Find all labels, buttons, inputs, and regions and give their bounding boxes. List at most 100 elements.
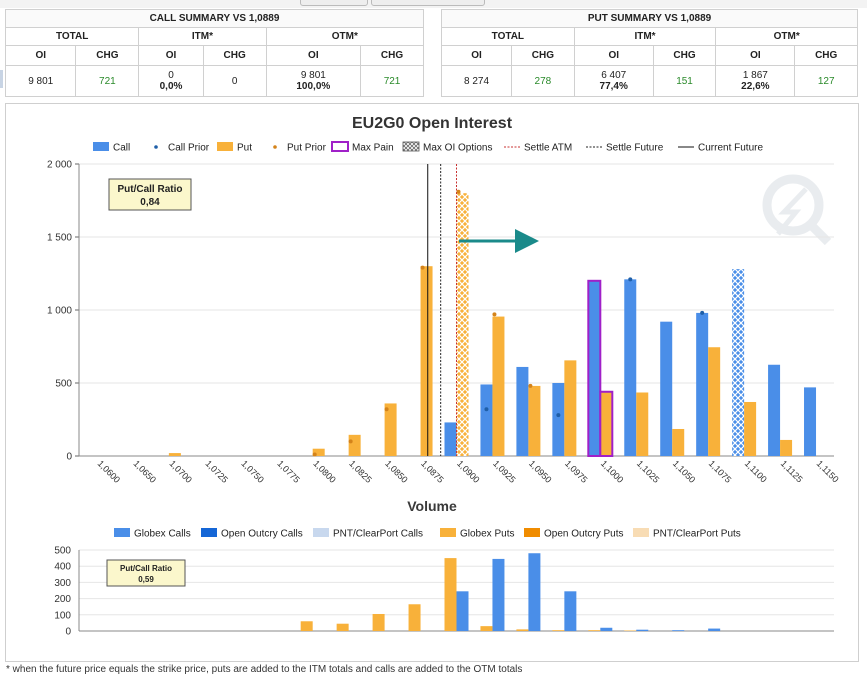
volume-legend-label: Open Outcry Puts: [544, 529, 623, 540]
volume-y-tick-label: 500: [54, 546, 71, 557]
oi-put-bar: [384, 403, 397, 456]
chart-panel: EU2G0 Open Interest Call Call Prior Put Put…: [5, 103, 859, 662]
oi-put-prior-dot: [348, 439, 353, 444]
oi-put-bar: [168, 453, 181, 456]
oi-x-axis: 1,0600 1,0650 1,0700 1,0725 1,0750 1,0775 1,08…: [96, 458, 841, 485]
put-summary-table: PUT SUMMARY VS 1,0889 TOTAL ITM* OTM* OI…: [440, 9, 858, 97]
volume-put-bar: [408, 604, 421, 631]
volume-put-bar: [480, 626, 493, 631]
oi-call-prior-dot: [484, 407, 489, 412]
oi-putcall-value: 0,84: [140, 197, 160, 208]
call-otm-oi: 9 801: [300, 70, 326, 81]
oi-put-bar: [564, 360, 577, 456]
call-header-chg: CHG: [75, 45, 140, 66]
oi-y-tick-label: 0: [66, 452, 72, 463]
put-header-chg: CHG: [652, 45, 717, 66]
oi-x-tick-label: 1,1050: [671, 458, 698, 485]
put-group-otm: OTM*: [715, 27, 858, 46]
volume-chart-title: Volume: [407, 498, 457, 514]
call-total-chg: 721: [75, 65, 140, 97]
put-itm-pct: 77,4%: [599, 81, 628, 92]
call-header-chg: CHG: [202, 45, 267, 66]
oi-call-bar: [768, 364, 781, 456]
oi-x-tick-label: 1,0975: [563, 458, 590, 485]
oi-legend-swatch: [93, 142, 109, 151]
oi-call-prior-dot: [700, 310, 705, 315]
volume-put-bar: [372, 613, 385, 631]
volume-legend-swatch: [114, 528, 130, 537]
put-total-chg: 278: [511, 65, 575, 97]
toolbar-button-2[interactable]: [371, 0, 485, 6]
oi-call-bar: [624, 279, 637, 456]
put-header-chg: CHG: [794, 45, 858, 66]
oi-put-bar: [708, 347, 721, 456]
oi-call-prior-dot: [628, 277, 633, 282]
oi-put-prior-dot: [420, 265, 425, 270]
oi-legend-swatch: [217, 142, 233, 151]
volume-legend: Globex Calls Open Outcry Calls PNT/ClearPo…: [114, 528, 741, 540]
put-header-chg: CHG: [511, 45, 575, 66]
put-header-oi: OI: [573, 45, 654, 66]
volume-call-bar: [672, 630, 685, 631]
volume-legend-label: Open Outcry Calls: [221, 529, 303, 540]
oi-x-tick-label: 1,0925: [491, 458, 518, 485]
oi-legend-swatch: [273, 145, 277, 149]
oi-x-tick-label: 1,0775: [275, 458, 302, 485]
volume-call-bar: [528, 553, 541, 631]
volume-put-bar: [336, 623, 349, 631]
oi-put-bar: [492, 316, 505, 456]
volume-legend-swatch: [201, 528, 217, 537]
put-itm-chg: 151: [652, 65, 717, 97]
call-total-oi: 9 801: [4, 65, 77, 97]
put-summary-title: PUT SUMMARY VS 1,0889: [441, 9, 858, 28]
oi-x-tick-label: 1,0900: [455, 458, 482, 485]
volume-call-bar: [708, 628, 721, 631]
volume-y-tick-label: 100: [54, 610, 71, 621]
charts-svg: EU2G0 Open Interest Call Call Prior Put Put…: [47, 115, 841, 638]
volume-legend-label: Globex Calls: [134, 529, 191, 540]
oi-put-prior-dot: [528, 383, 533, 388]
volume-call-bar: [564, 591, 577, 631]
oi-x-tick-label: 1,0750: [239, 458, 266, 485]
volume-put-bar: [516, 629, 529, 631]
oi-legend-label: Call: [113, 143, 130, 154]
oi-x-tick-label: 1,1025: [635, 458, 662, 485]
put-total-oi: 8 274: [440, 65, 513, 97]
put-header-oi: OI: [715, 45, 796, 66]
call-otm-pct: 100,0%: [296, 81, 331, 92]
oi-put-bar: [672, 428, 685, 456]
volume-legend-label: PNT/ClearPort Calls: [333, 529, 423, 540]
oi-putcall-label: Put/Call Ratio: [117, 184, 182, 195]
volume-y-axis: 0 100 200 300 400 500: [54, 546, 834, 638]
oi-legend-swatch: [331, 141, 349, 152]
oi-x-tick-label: 1,1150: [815, 458, 841, 484]
oi-y-tick-label: 2 000: [47, 160, 72, 171]
oi-call-bar: [480, 384, 493, 456]
oi-x-tick-label: 1,0700: [167, 458, 194, 485]
top-toolbar: [0, 0, 867, 8]
oi-call-bar: [444, 422, 457, 456]
oi-put-bar: [456, 193, 469, 456]
toolbar-button-1[interactable]: [300, 0, 368, 6]
volume-bars: [300, 553, 721, 631]
oi-call-bar: [516, 366, 529, 456]
put-group-itm: ITM*: [573, 27, 717, 46]
call-itm-oi-cell: 0 0,0%: [138, 65, 204, 97]
call-group-otm: OTM*: [265, 27, 425, 46]
call-group-total: TOTAL: [4, 27, 140, 46]
oi-y-tick-label: 1 500: [47, 233, 72, 244]
oi-legend-label: Settle ATM: [524, 143, 572, 154]
footnote: * when the future price equals the strik…: [6, 664, 523, 675]
call-summary-table: CALL SUMMARY VS 1,0889 TOTAL ITM* OTM* O…: [4, 9, 425, 97]
volume-putcall-label: Put/Call Ratio: [120, 564, 172, 573]
oi-putcall-badge: Put/Call Ratio 0,84: [108, 178, 192, 211]
put-itm-oi-cell: 6 407 77,4%: [573, 65, 654, 97]
oi-call-bar: [804, 387, 817, 456]
oi-x-tick-label: 1,1075: [707, 458, 734, 485]
call-group-itm: ITM*: [138, 27, 267, 46]
call-otm-oi-cell: 9 801 100,0%: [265, 65, 362, 97]
volume-legend-label: PNT/ClearPort Puts: [653, 529, 741, 540]
oi-call-bar: [660, 321, 673, 456]
oi-put-prior-dot: [456, 189, 461, 194]
oi-x-tick-label: 1,0650: [132, 458, 159, 485]
